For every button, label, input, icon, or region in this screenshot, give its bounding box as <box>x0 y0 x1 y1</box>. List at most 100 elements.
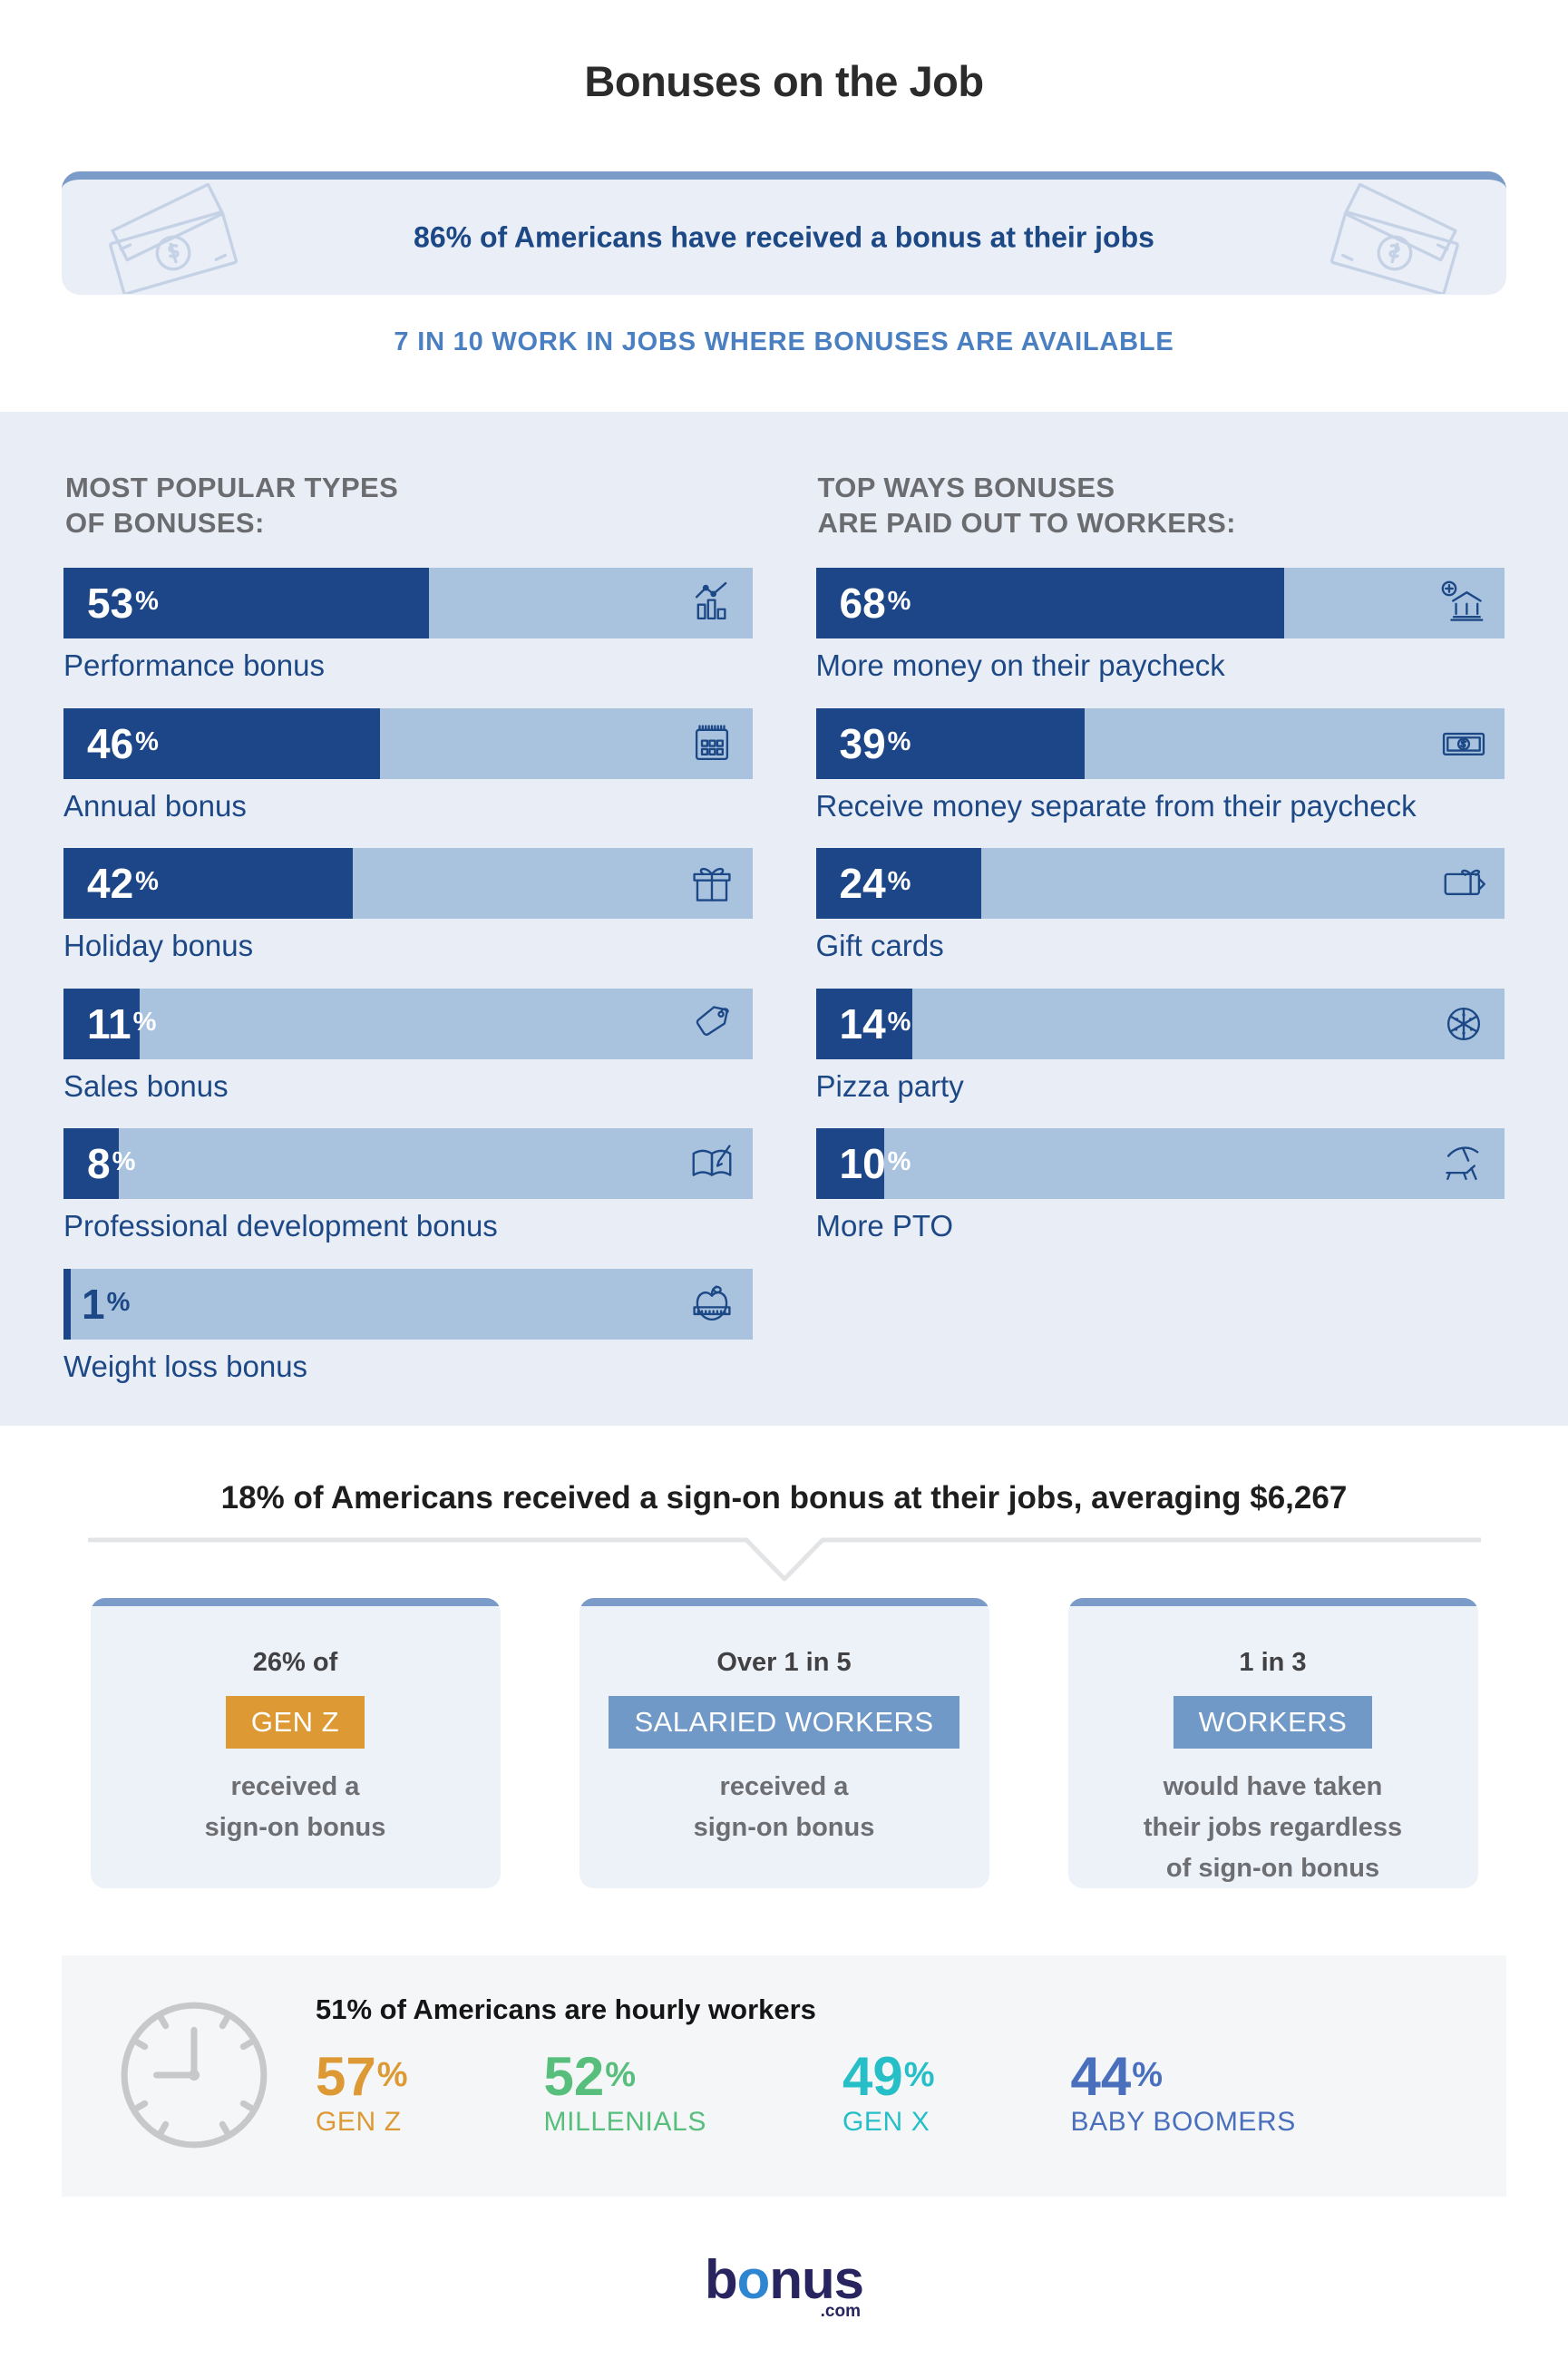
bar-label: Professional development bonus <box>63 1209 498 1243</box>
bar-fill <box>815 848 981 920</box>
card-badge: WORKERS <box>1173 1695 1373 1749</box>
bar-value: 68% <box>839 580 911 628</box>
stat-label: BABY BOOMERS <box>1070 2106 1296 2137</box>
book-pencil-icon <box>687 1139 736 1188</box>
bar-row: 42% Holiday bonus <box>63 848 753 964</box>
stat-label: MILLENIALS <box>543 2106 706 2137</box>
bar-row: 68% More money on their paycheck <box>815 568 1505 684</box>
money-bill-icon <box>1439 719 1488 768</box>
bar-value: 10% <box>839 1140 911 1188</box>
card-top-border <box>579 1597 989 1606</box>
bar-track: 11% <box>63 988 753 1059</box>
footer: bonus .com <box>0 2248 1568 2322</box>
signon-card: Over 1 in 5 SALARIED WORKERS received a sig… <box>579 1597 989 1888</box>
bar-row: 39% Receive money separate from their pay… <box>815 707 1505 824</box>
top-stat-banner: 86% of Americans have received a bonus a… <box>62 171 1506 295</box>
bar-label: Gift cards <box>815 929 944 963</box>
bar-fill <box>63 568 429 639</box>
card-badge: GEN Z <box>225 1695 365 1749</box>
apple-tape-icon <box>687 1280 736 1329</box>
card-body-text: received a sign-on bonus <box>204 1771 386 1842</box>
stat-value: 49% <box>842 2045 935 2107</box>
generation-stat: 57% GEN Z <box>316 2048 408 2138</box>
stat-label: GEN Z <box>316 2106 402 2137</box>
price-tag-icon <box>687 999 736 1048</box>
card-stat-text: 26% of <box>252 1647 338 1677</box>
bar-track: 24% <box>815 848 1505 920</box>
divider-chevron <box>86 1536 1483 1584</box>
stat-value: 44% <box>1070 2045 1164 2107</box>
signon-heading: 18% of Americans received a sign-on bonu… <box>220 1479 1348 1515</box>
bank-plus-icon <box>1439 579 1488 628</box>
hourly-workers-panel: 51% of Americans are hourly workers 57% G… <box>62 1954 1506 2197</box>
beach-chair-icon <box>1439 1139 1488 1188</box>
hourly-stats-row: 57% GEN Z 52% MILLENIALS 49% GEN X 44% BABY BOO… <box>316 2048 1470 2138</box>
bar-fill <box>815 568 1284 639</box>
card-top-border <box>90 1597 501 1606</box>
stat-value: 57% <box>316 2045 408 2107</box>
bar-row: 46% Annual bonus <box>63 707 753 824</box>
clock-icon <box>121 2002 268 2149</box>
pizza-icon <box>1439 999 1488 1048</box>
bar-track: 68% <box>815 568 1505 639</box>
money-bill-icon <box>1329 183 1459 294</box>
bar-label: Annual bonus <box>63 788 247 823</box>
bonus-logo: bonus .com <box>705 2248 864 2322</box>
bar-value: 42% <box>87 860 159 908</box>
payout-ways-chart: TOP WAYS BONUSES ARE PAID OUT TO WORKERS:… <box>815 470 1505 1409</box>
bar-row: 14% Pizza party <box>815 988 1505 1105</box>
bar-row: 11% Sales bonus <box>63 988 753 1105</box>
bar-track: 39% <box>815 707 1505 779</box>
logo-text: bonus <box>705 2248 864 2310</box>
bar-label: More money on their paycheck <box>815 648 1225 683</box>
bar-fill <box>63 707 381 779</box>
bar-label: Performance bonus <box>63 648 325 683</box>
bar-value: 1% <box>82 1281 131 1329</box>
banner-subtext: 7 IN 10 WORK IN JOBS WHERE BONUSES ARE A… <box>394 327 1174 356</box>
bar-label: Holiday bonus <box>63 929 254 963</box>
chart-title: MOST POPULAR TYPES OF BONUSES: <box>65 472 399 540</box>
bar-value: 8% <box>87 1140 136 1188</box>
bar-label: More PTO <box>815 1209 954 1243</box>
bar-value: 39% <box>839 719 911 767</box>
calendar-icon <box>687 719 736 768</box>
gift-icon <box>687 859 736 908</box>
bar-fill <box>815 1128 885 1200</box>
bar-track: 1% <box>63 1269 753 1340</box>
signon-card: 26% of GEN Z received a sign-on bonus <box>90 1597 501 1888</box>
generation-stat: 52% MILLENIALS <box>544 2048 706 2138</box>
bar-row: 24% Gift cards <box>815 848 1505 964</box>
bar-row: 10% More PTO <box>815 1128 1505 1244</box>
bar-charts-panel: MOST POPULAR TYPES OF BONUSES: 53% Performa… <box>0 412 1568 1426</box>
card-badge: SALARIED WORKERS <box>609 1695 959 1749</box>
bar-fill <box>63 1128 119 1200</box>
bar-fill <box>815 707 1085 779</box>
generation-stat: 49% GEN X <box>842 2048 935 2138</box>
money-bill-icon <box>109 183 239 294</box>
bar-label: Receive money separate from their payche… <box>815 788 1417 823</box>
card-body-text: received a sign-on bonus <box>693 1771 875 1842</box>
bar-track: 42% <box>63 848 753 920</box>
card-body-text: would have taken their jobs regardless of … <box>1143 1771 1403 1883</box>
bar-track: 14% <box>815 988 1505 1059</box>
card-stat-text: Over 1 in 5 <box>716 1647 852 1677</box>
stat-value: 52% <box>543 2045 637 2107</box>
bar-row: 8% Professional development bonus <box>63 1128 753 1244</box>
bar-value: 14% <box>839 999 911 1048</box>
bar-row: 1% Weight loss bonus <box>63 1269 753 1385</box>
bar-label: Weight loss bonus <box>63 1350 308 1384</box>
bonus-types-chart: MOST POPULAR TYPES OF BONUSES: 53% Performa… <box>63 470 753 1409</box>
bar-chart-icon <box>687 579 736 628</box>
bar-track: 8% <box>63 1128 753 1200</box>
chart-title: TOP WAYS BONUSES ARE PAID OUT TO WORKERS: <box>817 472 1236 540</box>
hourly-heading: 51% of Americans are hourly workers <box>316 1993 816 2025</box>
logo-tld: .com <box>820 2301 861 2321</box>
page-title: Bonuses on the Job <box>584 57 984 105</box>
signon-card: 1 in 3 WORKERS would have taken their jobs … <box>1067 1597 1478 1888</box>
bar-value: 53% <box>87 580 159 628</box>
bar-label: Sales bonus <box>63 1068 229 1103</box>
bar-track: 46% <box>63 707 753 779</box>
bar-value: 46% <box>87 719 159 767</box>
generation-stat: 44% BABY BOOMERS <box>1071 2048 1296 2138</box>
